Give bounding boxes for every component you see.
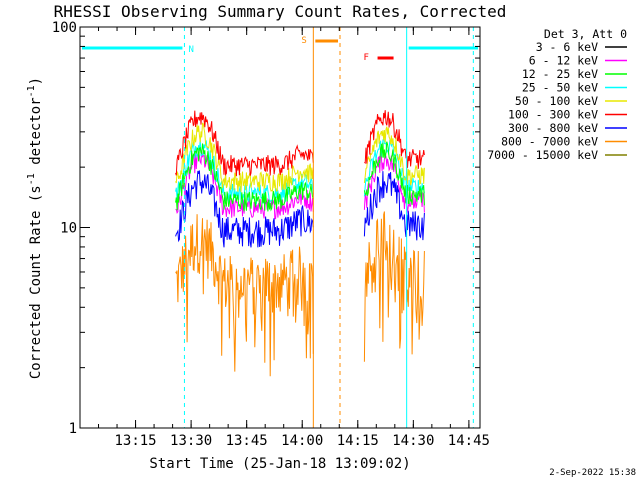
y-axis-label: Corrected Count Rate (s-1 detector-1) xyxy=(26,77,44,379)
data-layer xyxy=(175,110,425,377)
y-axis-label-mid: detector xyxy=(28,97,44,173)
y-axis-label-sup1: -1 xyxy=(26,173,37,185)
legend-label: 50 - 100 keV xyxy=(515,94,598,108)
series-line-12_25keV-seg1 xyxy=(363,141,425,206)
flag-label-N: N xyxy=(188,45,193,55)
legend-label: 25 - 50 keV xyxy=(522,81,598,95)
series-line-50_100keV-seg1 xyxy=(363,126,425,186)
y-axis-label-main: Corrected Count Rate (s xyxy=(28,185,44,379)
y-tick-label: 1 xyxy=(69,421,77,437)
x-tick-label: 14:45 xyxy=(448,433,490,449)
series-line-300_800keV-seg0 xyxy=(175,170,314,248)
series-line-300_800keV-seg1 xyxy=(363,171,425,241)
series-line-800_7000keV-seg1 xyxy=(363,211,425,362)
date-stamp: 2-Sep-2022 15:38 xyxy=(549,468,636,478)
legend-label: 6 - 12 keV xyxy=(529,54,598,68)
flag-label-F: F xyxy=(364,53,369,63)
x-axis-label: Start Time (25-Jan-18 13:09:02) xyxy=(149,456,410,472)
x-tick-label: 14:00 xyxy=(281,433,323,449)
legend-label: 12 - 25 keV xyxy=(522,67,598,81)
chart-title: RHESSI Observing Summary Count Rates, Co… xyxy=(54,2,507,21)
series-line-800_7000keV-seg0 xyxy=(175,214,314,377)
legend-label: 7000 - 15000 keV xyxy=(487,148,598,162)
x-tick-label: 14:15 xyxy=(337,433,379,449)
x-tick-label: 13:45 xyxy=(226,433,268,449)
legend-label: 300 - 800 keV xyxy=(508,121,598,135)
legend-title: Det 3, Att 0 xyxy=(544,27,627,41)
series-line-25_50keV-seg0 xyxy=(175,139,314,205)
series-line-100_300keV-seg0 xyxy=(175,110,314,177)
flag-label-S: S xyxy=(301,36,306,46)
series-line-25_50keV-seg1 xyxy=(363,137,425,199)
x-axis: 13:15 13:30 13:45 14:00 14:15 14:30 14:45 xyxy=(79,27,490,449)
y-tick-label: 10 xyxy=(60,221,77,237)
legend-label: 3 - 6 keV xyxy=(536,40,598,54)
x-tick-label: 13:15 xyxy=(114,433,156,449)
series-line-50_100keV-seg0 xyxy=(175,122,314,192)
y-tick-label: 100 xyxy=(52,20,77,36)
x-tick-label: 13:30 xyxy=(170,433,212,449)
series-line-12_25keV-seg0 xyxy=(175,143,314,212)
x-tick-label: 14:30 xyxy=(392,433,434,449)
legend-label: 100 - 300 keV xyxy=(508,108,598,122)
y-axis-label-sup2: -1 xyxy=(26,85,37,97)
legend-label: 800 - 7000 keV xyxy=(501,135,598,149)
y-axis: 100 10 1 xyxy=(52,20,480,437)
series-line-100_300keV-seg1 xyxy=(364,110,425,169)
y-axis-label-end: ) xyxy=(28,77,44,85)
